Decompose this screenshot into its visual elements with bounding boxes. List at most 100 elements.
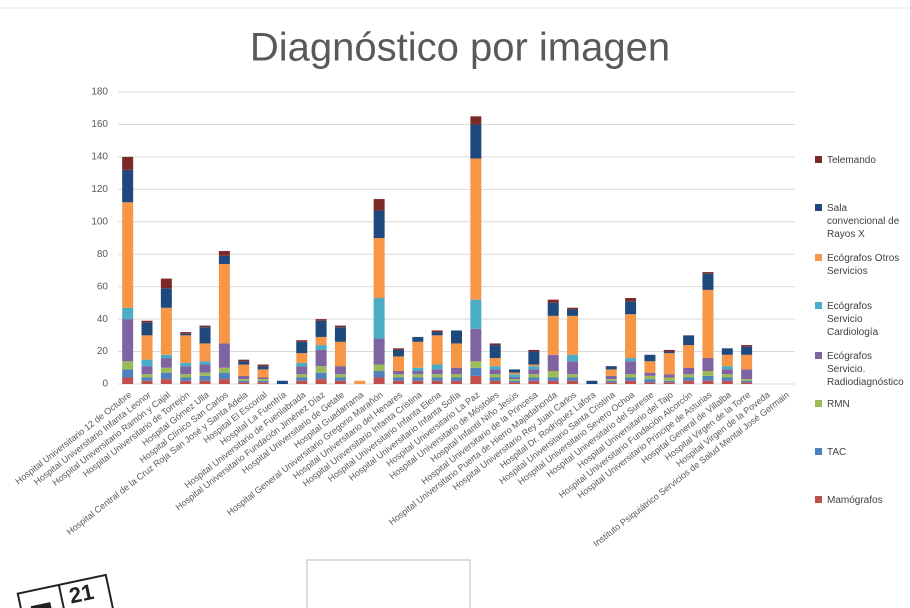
bar-segment [315, 336, 327, 346]
bar-segment [238, 382, 250, 384]
bar-segment [663, 353, 675, 375]
bar-segment [547, 380, 559, 384]
bar-segment [625, 380, 637, 384]
bar-segment [412, 380, 424, 384]
bar-segment [257, 382, 269, 384]
legend-item: Mamógrafos [815, 494, 907, 507]
bar-segment [528, 380, 540, 384]
bar-segment [702, 273, 714, 290]
bar-segment [412, 341, 424, 368]
bar-segment [451, 374, 462, 378]
bar-segment [218, 367, 230, 373]
bar-segment [315, 319, 327, 321]
bar-segment [605, 366, 617, 370]
bar-segment [741, 346, 753, 355]
y-tick-label: 180 [91, 87, 108, 98]
bar-segment [605, 382, 617, 384]
bar-segment [199, 380, 211, 384]
bar-segment [334, 380, 346, 384]
bar-segment [141, 335, 153, 360]
bar-segment [644, 361, 656, 373]
bar-segment [721, 366, 733, 370]
bar-segment [625, 301, 637, 315]
bar-segment [547, 299, 559, 303]
bar-segment [373, 371, 385, 378]
bar-segment [509, 374, 521, 378]
bar-segment [702, 289, 714, 359]
bar-segment [451, 377, 462, 381]
bar-segment [683, 380, 695, 384]
bar-segment [257, 364, 269, 367]
legend-item: Ecógrafos Otros Servicios [815, 252, 907, 278]
bar-segment [683, 367, 695, 375]
bar-segment [122, 169, 134, 203]
bar-segment [257, 377, 269, 380]
legend-item: RMN [815, 398, 907, 411]
bar-segment [199, 361, 211, 365]
bar-segment [296, 340, 308, 342]
bar-segment [199, 325, 211, 328]
bar-segment [702, 380, 714, 384]
bar-segment [392, 348, 404, 350]
bar-segment [567, 361, 579, 375]
bar-segment [122, 319, 134, 362]
bar-segment [334, 366, 346, 375]
bar-segment [373, 199, 385, 211]
y-tick-label: 20 [97, 346, 109, 357]
bar-segment [683, 345, 695, 368]
y-tick-label: 40 [97, 314, 109, 325]
bar-segment [431, 332, 443, 336]
bar-segment [392, 356, 404, 372]
bar-segment [180, 335, 192, 363]
bar-segment [315, 349, 327, 367]
bar-segment [160, 307, 172, 355]
bar-segment [721, 369, 733, 375]
bar-segment [180, 374, 192, 378]
bar-segment [470, 158, 482, 300]
bar-segment [431, 335, 443, 365]
bar-segment [160, 367, 172, 373]
bar-segment [489, 377, 501, 381]
bar-segment [257, 380, 269, 383]
bar-segment [315, 372, 327, 380]
bar-segment [141, 320, 153, 323]
bar-segment [509, 380, 521, 383]
bar-segment [238, 364, 250, 376]
bar-segment [663, 377, 675, 381]
legend-swatch [815, 496, 822, 503]
bar-segment [644, 379, 656, 383]
bar-segment [296, 374, 308, 378]
bar-segment [470, 124, 482, 159]
bar-segment [141, 377, 153, 381]
bar-segment [605, 375, 617, 380]
bar-segment [373, 298, 385, 339]
bar-segment [218, 343, 230, 368]
bar-segment [509, 369, 521, 373]
bar-segment [625, 298, 637, 302]
bar-segment [567, 354, 579, 362]
bar-segment [644, 382, 656, 384]
bar-segment [721, 380, 733, 384]
legend-item: Ecógrafos Servicio Cardiología [815, 300, 907, 339]
bar-segment [373, 364, 385, 372]
bar-segment [160, 354, 172, 359]
bar-segment [296, 380, 308, 384]
legend-label: Ecógrafos Otros Servicios [827, 253, 900, 277]
bar-segment [315, 345, 327, 350]
bar-segment [741, 379, 753, 381]
bar-segment [392, 374, 404, 378]
bar-segment [741, 380, 753, 383]
bar-segment [392, 349, 404, 357]
bar-segment [547, 315, 559, 355]
bar-segment [489, 366, 501, 370]
bar-segment [547, 302, 559, 316]
bar-segment [412, 336, 424, 342]
legend-item: Ecógrafos Servicio. Radiodiagnóstico [815, 350, 907, 389]
bar-segment [586, 380, 598, 384]
bar-segment [315, 379, 327, 384]
bar-segment [431, 380, 443, 384]
legend-swatch [815, 204, 822, 211]
y-tick-label: 0 [102, 379, 108, 390]
bar-segment [199, 327, 211, 344]
bar-segment [547, 377, 559, 381]
